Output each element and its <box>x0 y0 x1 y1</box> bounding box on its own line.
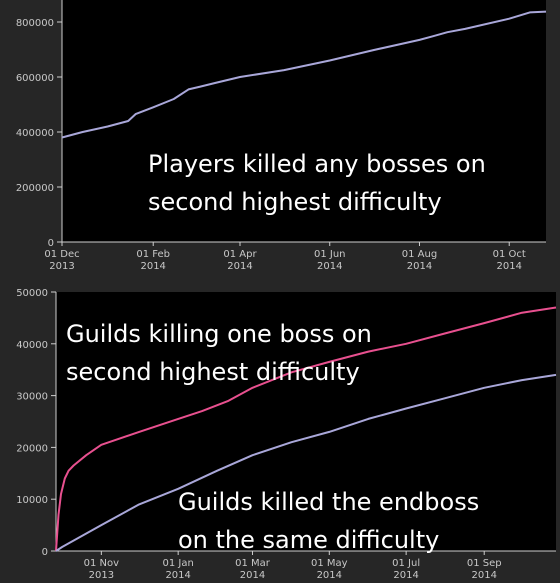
annotation-text: second highest difficulty <box>148 188 442 216</box>
series-line-1 <box>55 373 557 552</box>
x-tick-label: 01 Feb 2014 <box>136 249 170 272</box>
x-tick-label: 01 Dec 2013 <box>44 249 79 272</box>
y-tick-label: 40000 <box>16 340 48 351</box>
series-line-0 <box>61 10 547 139</box>
annotation-text: Players killed any bosses on <box>148 150 486 178</box>
plot-area <box>62 0 546 242</box>
x-tick-label: 01 Oct 2014 <box>493 249 526 272</box>
x-tick-label: 01 Aug 2014 <box>402 249 437 272</box>
x-tick-label: 01 Apr 2014 <box>223 249 257 272</box>
y-tick-label: 10000 <box>16 495 48 506</box>
x-tick-label: 01 May 2014 <box>311 558 348 581</box>
x-tick-label: 01 Sep 2014 <box>467 558 502 581</box>
y-tick-label: 50000 <box>16 288 48 299</box>
players-kills-chart: 0 200000 400000 600000 800000 01 Dec 2013 01 Fe… <box>16 0 547 272</box>
plot-area <box>56 292 556 551</box>
series-line-0 <box>55 306 557 552</box>
x-tick-label: 01 Jun 2014 <box>314 249 346 272</box>
x-tick-label: 01 Mar 2014 <box>235 558 271 581</box>
x-tick-label: 01 Jan 2014 <box>163 558 194 581</box>
x-tick-label: 01 Jul 2014 <box>392 558 420 581</box>
y-tick-label: 600000 <box>16 73 54 84</box>
y-tick-label: 0 <box>48 238 54 249</box>
guild-kills-chart: 0 10000 20000 30000 40000 50000 01 Nov 2013 01 J… <box>16 288 557 581</box>
y-tick-label: 400000 <box>16 128 54 139</box>
y-tick-label: 0 <box>42 547 48 558</box>
y-tick-label: 200000 <box>16 183 54 194</box>
annotation-text: second highest difficulty <box>66 358 360 386</box>
x-tick-label: 01 Nov 2013 <box>84 558 120 581</box>
y-tick-label: 800000 <box>16 18 54 29</box>
annotation-text: Guilds killing one boss on <box>66 320 372 348</box>
y-tick-label: 20000 <box>16 443 48 454</box>
y-tick-label: 30000 <box>16 392 48 403</box>
annotation-text: Guilds killed the endboss <box>178 488 479 516</box>
annotation-text: on the same difficulty <box>178 526 439 554</box>
